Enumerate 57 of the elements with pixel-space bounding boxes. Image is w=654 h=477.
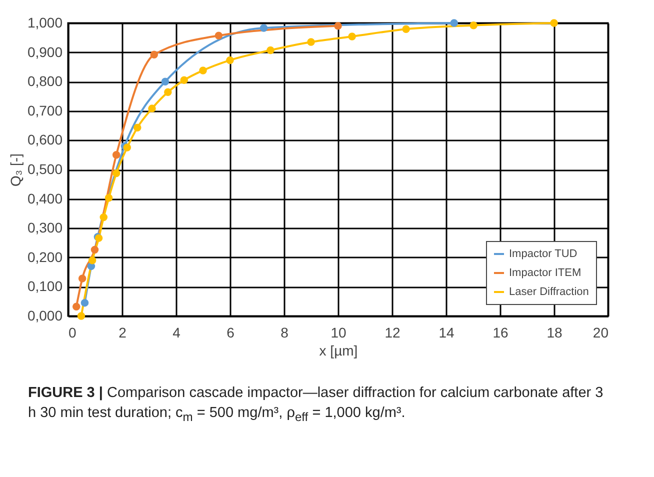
point [150,50,158,59]
y-tick-label: 1,000 [27,14,63,30]
legend-label: Impactor ITEM [509,267,582,279]
x-tick-label: 4 [172,324,181,340]
point [550,19,558,27]
point [402,25,410,34]
caption: FIGURE 3 | Comparison cascade impactor—laser diffraction for calcium carbonate after 3 h 30 min test duration; c$_{m}$ = 500 mg/m³, ρ$_{eff}$ = 1,000 kg/m³. [28,385,604,424]
x-tick-label: 12 [384,324,400,340]
point [134,124,142,132]
x-tick-label: 18 [546,324,562,340]
point [123,144,132,152]
legend-label: Impactor TUD [509,248,578,260]
y-tick-label: 0,300 [27,220,63,236]
x-tick-label: 16 [492,324,508,340]
point [199,66,207,74]
point [180,76,188,84]
point [112,150,120,159]
point [72,302,80,310]
y-tick-label: 0,000 [27,308,63,324]
point [78,274,86,282]
x-tick-label: 2 [118,324,127,340]
point [112,169,120,178]
x-tick-label: 0 [68,324,76,340]
x-tick-label: 6 [226,324,235,340]
point [226,56,234,64]
y-tick-label: 0,200 [27,248,63,265]
point [88,256,96,264]
y-tick-label: 0,500 [27,161,63,177]
x-tick-label: 20 [592,324,609,340]
y-tick-label: 0,800 [27,73,63,90]
x-tick-label: 8 [280,324,289,340]
x-axis-title: x [µm] [319,342,358,358]
point [80,298,89,307]
point [100,213,108,222]
y-tick-label: 0,900 [27,44,63,60]
point [90,246,99,254]
point [470,21,478,30]
point [161,78,170,86]
point [266,46,274,54]
point [307,38,315,46]
legend-label: Laser Diffraction [509,286,589,298]
x-tick-label: 10 [330,324,346,340]
point [164,88,172,96]
point [450,19,458,27]
y-axis-title: Q₃ [-] [7,154,24,186]
point [148,104,156,112]
y-tick-label: 0,400 [27,190,63,206]
y-tick-label: 0,600 [27,132,63,148]
point [104,194,113,202]
y-tick-label: 0,700 [27,102,63,118]
point [260,24,268,32]
x-tick-label: 14 [438,324,454,340]
point [77,312,86,320]
point [348,32,356,40]
point [334,22,342,30]
y-tick-label: 0,100 [27,278,63,294]
point [214,32,223,40]
